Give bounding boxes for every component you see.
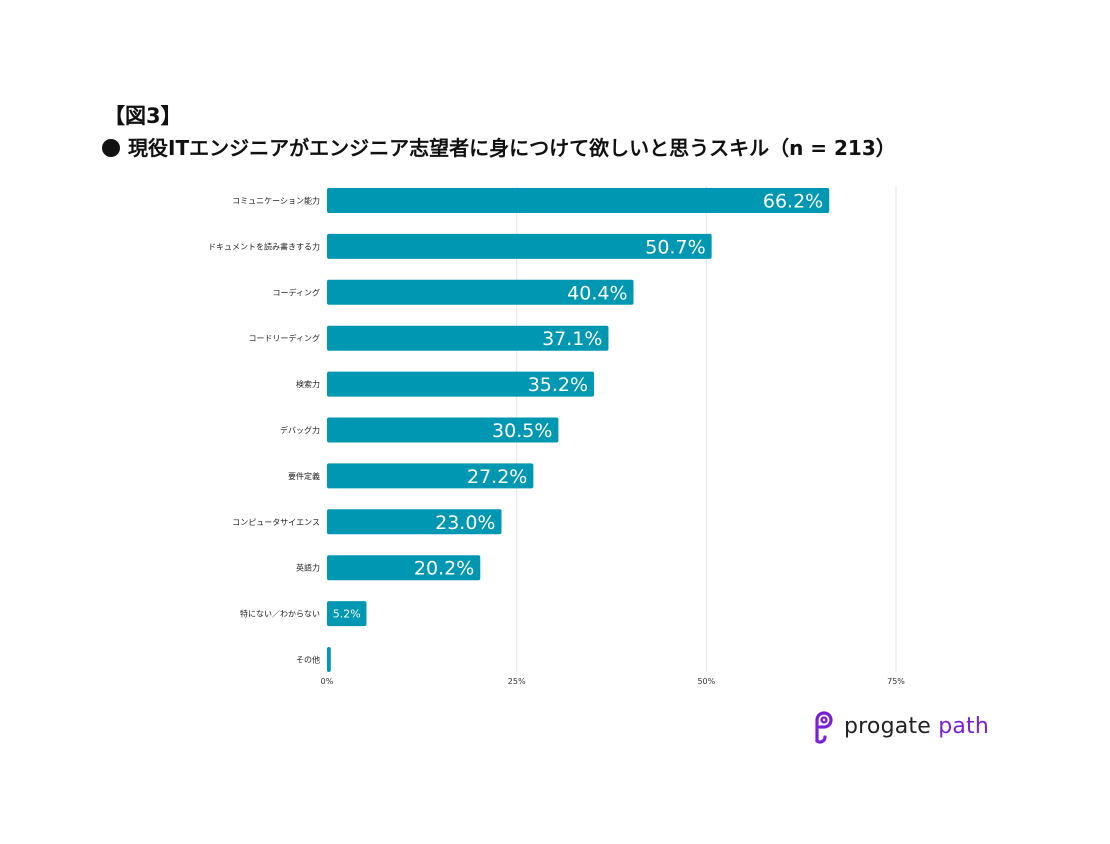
data-label: 40.4% — [567, 282, 627, 304]
bar — [327, 371, 595, 397]
bar — [327, 555, 481, 581]
data-label: 66.2% — [763, 191, 823, 213]
chart-title: 現役ITエンジニアがエンジニア志望者に身につけて欲しいと思うスキル（n = 21… — [128, 136, 896, 160]
logo-word-progate: progate — [844, 713, 931, 739]
category-label: コンピュータサイエンス — [232, 518, 320, 527]
x-tick-label: 25% — [508, 677, 526, 686]
data-label: 37.1% — [542, 328, 602, 350]
chart-title-row: 現役ITエンジニアがエンジニア志望者に身につけて欲しいと思うスキル（n = 21… — [102, 132, 896, 161]
bar — [327, 463, 534, 489]
category-label: その他 — [296, 655, 320, 665]
x-tick-label: 0% — [321, 677, 334, 686]
figure-label: 【図3】 — [104, 104, 182, 128]
bar — [327, 279, 634, 305]
data-label: 27.2% — [467, 466, 527, 488]
category-label: ドキュメントを読み書きする力 — [208, 241, 320, 251]
category-label: 特にない／わからない — [240, 609, 320, 619]
data-label: 5.2% — [333, 608, 361, 621]
data-label: 23.0% — [435, 512, 495, 534]
bar — [327, 233, 712, 259]
category-label: 英語力 — [296, 563, 320, 573]
x-tick-label: 50% — [697, 677, 715, 686]
category-label: デバッグ力 — [280, 425, 320, 435]
x-tick-label: 75% — [887, 677, 905, 686]
logo-word-path: path — [938, 713, 990, 739]
category-label: コーディング — [273, 287, 320, 297]
bar — [327, 325, 609, 351]
category-label: コードリーディング — [249, 333, 320, 343]
progate-path-logo: progate path — [811, 708, 989, 744]
bullet-icon — [102, 139, 120, 157]
bar — [327, 601, 367, 627]
category-label: コミュニケーション能力 — [232, 196, 320, 206]
category-label: 要件定義 — [288, 471, 320, 481]
category-label: 検索力 — [296, 379, 320, 389]
bar — [327, 417, 559, 443]
bar — [327, 647, 331, 672]
bar — [327, 509, 502, 535]
data-label: 50.7% — [645, 236, 705, 258]
progate-logo-icon — [815, 711, 833, 744]
data-label: 20.2% — [414, 558, 474, 580]
logo-wordmark: progate path — [844, 714, 989, 739]
data-label: 30.5% — [492, 420, 552, 442]
data-label: 35.2% — [528, 374, 588, 396]
bar — [327, 188, 830, 213]
